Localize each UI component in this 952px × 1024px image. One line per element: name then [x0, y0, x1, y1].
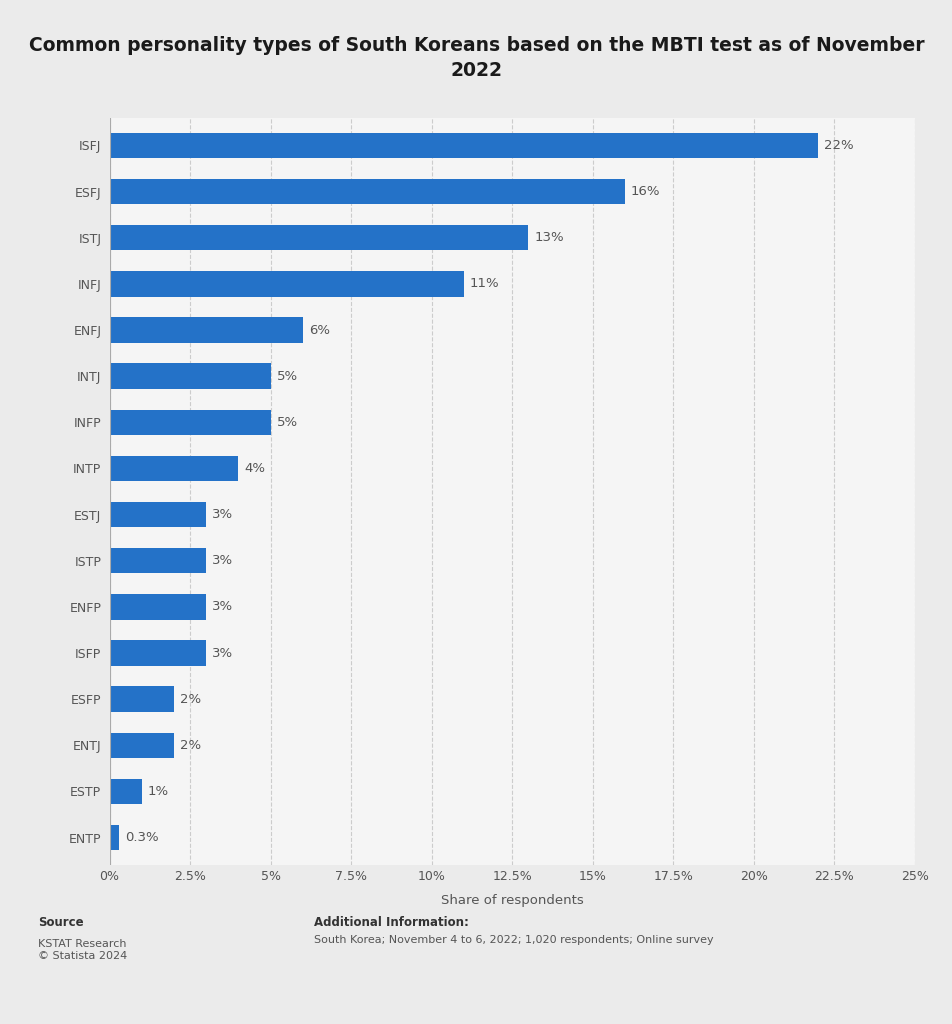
Text: Common personality types of South Koreans based on the MBTI test as of November
: Common personality types of South Korean…: [29, 36, 923, 80]
Text: 5%: 5%: [276, 370, 297, 383]
Bar: [109, 410, 270, 435]
Text: 3%: 3%: [211, 646, 233, 659]
Bar: [109, 594, 206, 620]
Text: Source: Source: [38, 916, 84, 930]
Bar: [109, 456, 238, 481]
Text: 1%: 1%: [148, 785, 169, 798]
X-axis label: Share of respondents: Share of respondents: [441, 894, 583, 907]
Text: South Korea; November 4 to 6, 2022; 1,020 respondents; Online survey: South Korea; November 4 to 6, 2022; 1,02…: [314, 935, 713, 945]
Text: 3%: 3%: [211, 508, 233, 521]
Text: 5%: 5%: [276, 416, 297, 429]
Bar: [109, 271, 464, 297]
Text: 4%: 4%: [244, 462, 265, 475]
Text: 11%: 11%: [469, 278, 499, 291]
Text: 22%: 22%: [823, 139, 853, 152]
Bar: [109, 732, 174, 758]
Text: 3%: 3%: [211, 600, 233, 613]
Bar: [109, 225, 527, 251]
Bar: [109, 686, 174, 712]
Bar: [109, 548, 206, 573]
Bar: [109, 502, 206, 527]
Text: KSTAT Research
© Statista 2024: KSTAT Research © Statista 2024: [38, 939, 128, 961]
Text: 2%: 2%: [180, 692, 201, 706]
Bar: [109, 133, 818, 158]
Text: 3%: 3%: [211, 554, 233, 567]
Text: Additional Information:: Additional Information:: [314, 916, 469, 930]
Bar: [109, 179, 625, 204]
Text: 13%: 13%: [533, 231, 564, 245]
Bar: [109, 640, 206, 666]
Text: 16%: 16%: [630, 185, 660, 198]
Text: 0.3%: 0.3%: [125, 831, 159, 844]
Bar: [109, 779, 142, 804]
Bar: [109, 364, 270, 389]
Bar: [109, 317, 303, 343]
Text: 2%: 2%: [180, 738, 201, 752]
Text: 6%: 6%: [308, 324, 329, 337]
Bar: [109, 825, 119, 850]
